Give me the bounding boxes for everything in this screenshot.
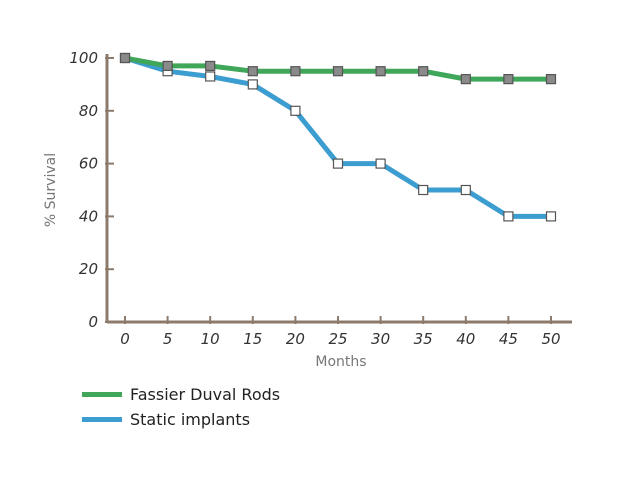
data-point-0-0 bbox=[119, 52, 131, 64]
x-axis-label: Months bbox=[315, 354, 366, 370]
data-point-0-2 bbox=[205, 60, 216, 72]
legend-swatch-static-implants bbox=[82, 416, 122, 422]
markers-layer bbox=[119, 52, 557, 222]
data-point-1-8 bbox=[460, 184, 471, 196]
survival-chart: 0 20 40 60 80 100 0 5 10 15 20 25 30 35 40 45 50 % Survi… bbox=[43, 49, 572, 370]
axes-layer bbox=[105, 54, 572, 324]
x-tick-label: 50 bbox=[541, 330, 560, 348]
data-point-1-4 bbox=[290, 105, 301, 116]
x-tick-label: 45 bbox=[499, 330, 518, 348]
x-tick-label: 0 bbox=[120, 330, 130, 348]
data-point-1-9 bbox=[503, 211, 514, 222]
y-tick-label: 40 bbox=[79, 207, 98, 225]
data-point-1-3 bbox=[247, 79, 258, 90]
data-point-0-4 bbox=[290, 66, 301, 77]
ticks-layer: 0 20 40 60 80 100 0 5 10 15 20 25 30 35 40 45 50 bbox=[69, 49, 560, 348]
y-axis-label: % Survival bbox=[43, 153, 59, 227]
data-point-0-10 bbox=[545, 74, 557, 85]
data-point-1-7 bbox=[418, 184, 429, 196]
x-tick-label: 35 bbox=[414, 330, 433, 348]
legend-item-fassier-duval: Fassier Duval Rods bbox=[82, 382, 280, 406]
series-lines-layer bbox=[122, 55, 554, 219]
data-point-1-6 bbox=[375, 158, 386, 169]
x-tick-label: 25 bbox=[328, 330, 347, 348]
y-tick-label: 0 bbox=[88, 313, 98, 331]
data-point-0-7 bbox=[418, 66, 429, 77]
x-tick-label: 5 bbox=[163, 330, 173, 348]
legend: Fassier Duval Rods Static implants bbox=[82, 382, 280, 432]
series-line-1 bbox=[122, 55, 554, 219]
x-tick-label: 10 bbox=[201, 330, 220, 348]
data-point-1-5 bbox=[332, 158, 344, 169]
x-tick-label: 40 bbox=[456, 330, 475, 348]
legend-swatch-fassier-duval bbox=[82, 391, 122, 397]
y-tick-label: 100 bbox=[69, 49, 98, 67]
x-tick-label: 20 bbox=[286, 330, 305, 348]
x-tick-label: 30 bbox=[371, 330, 390, 348]
y-tick-label: 80 bbox=[79, 102, 98, 120]
data-point-0-6 bbox=[375, 66, 386, 77]
data-point-1-2 bbox=[205, 71, 216, 82]
legend-label-fassier-duval: Fassier Duval Rods bbox=[130, 384, 281, 404]
data-point-1-10 bbox=[545, 211, 557, 222]
legend-label-static-implants: Static implants bbox=[130, 409, 251, 429]
y-tick-label: 20 bbox=[79, 260, 98, 278]
data-point-0-8 bbox=[460, 74, 471, 85]
y-tick-label: 60 bbox=[79, 155, 98, 173]
data-point-0-3 bbox=[247, 66, 258, 77]
data-point-0-5 bbox=[332, 66, 344, 77]
data-point-0-9 bbox=[503, 74, 514, 85]
data-point-0-1 bbox=[162, 60, 173, 72]
x-tick-label: 15 bbox=[243, 330, 262, 348]
legend-item-static-implants: Static implants bbox=[82, 407, 280, 431]
